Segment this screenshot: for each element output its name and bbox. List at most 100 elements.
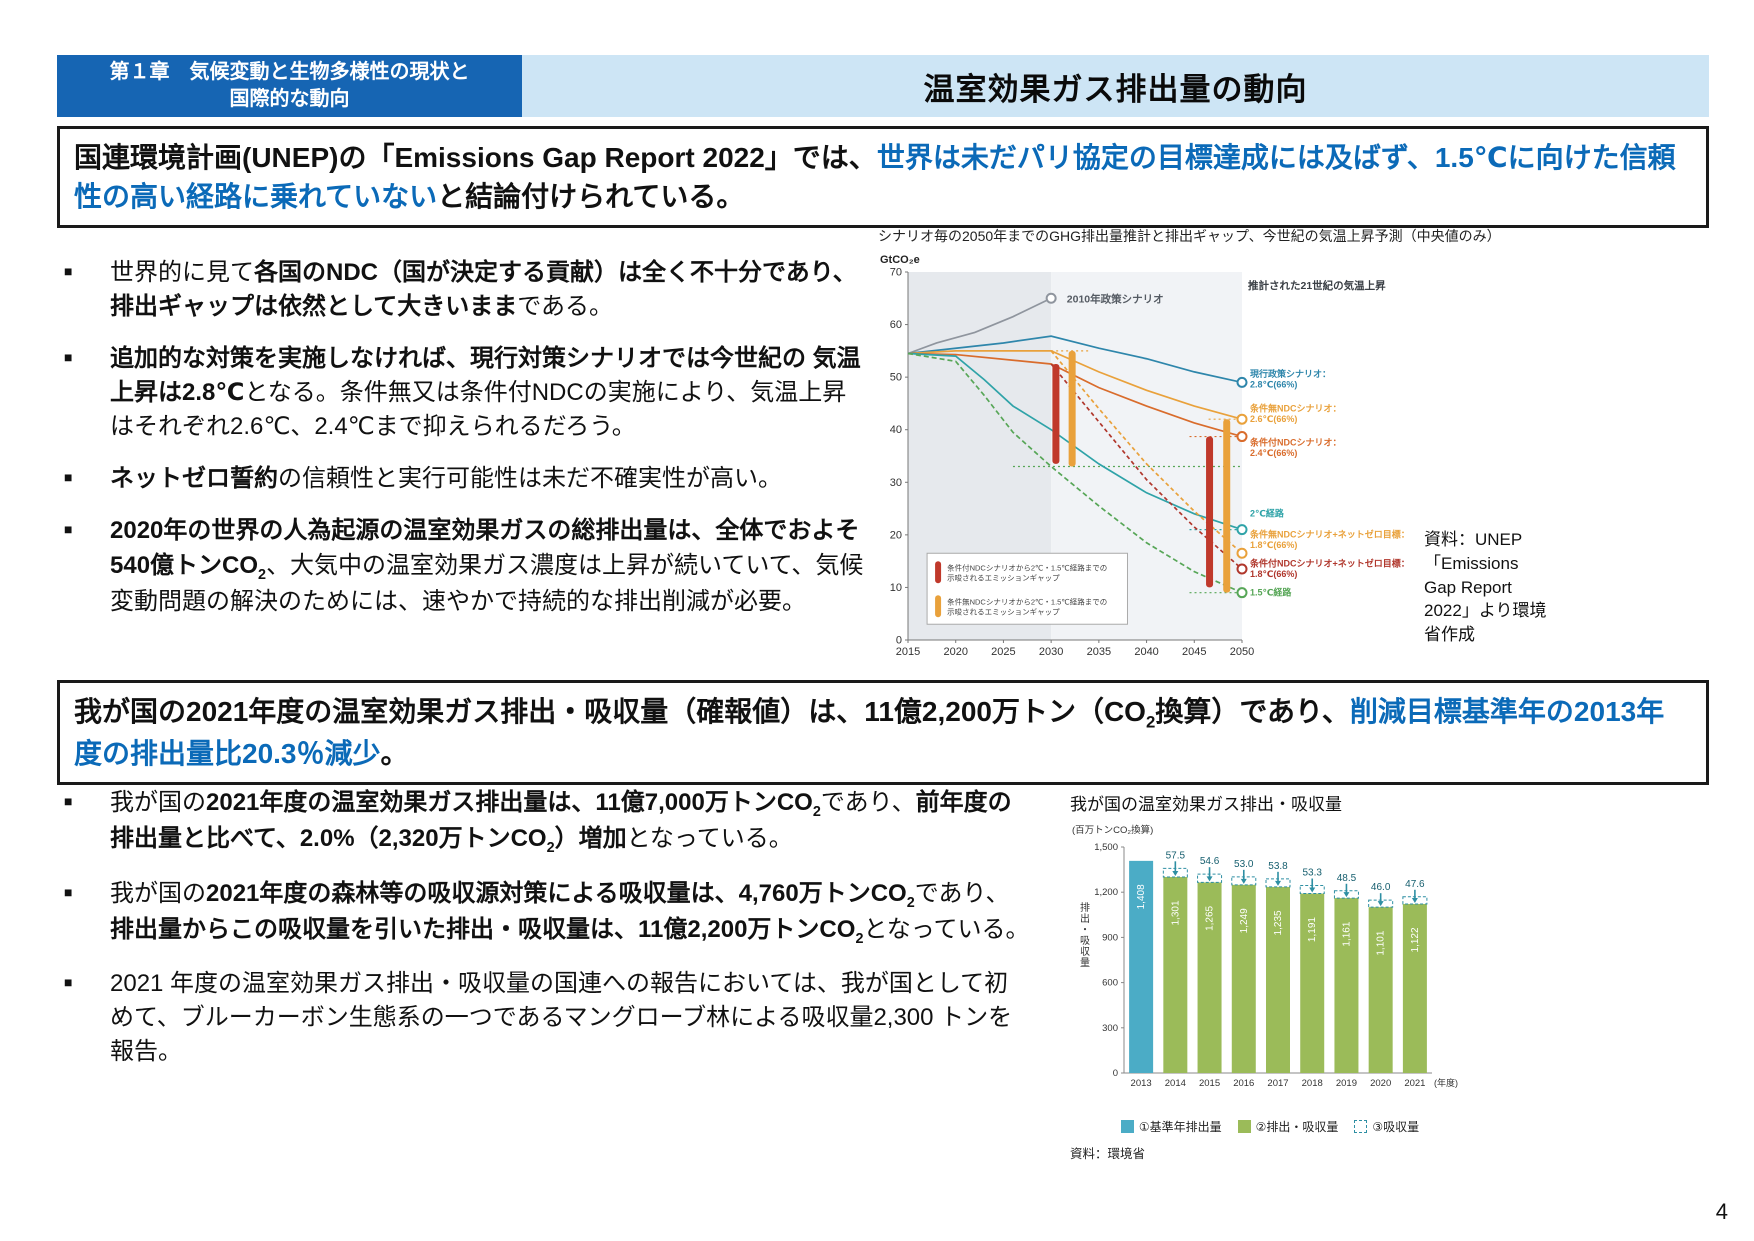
svg-text:条件無NDCシナリオ：2.6℃(66%): 条件無NDCシナリオ： 2.6℃(66%) bbox=[1249, 402, 1342, 424]
page-title-bar: 温室効果ガス排出量の動向 bbox=[522, 55, 1709, 117]
text-segment: である。 bbox=[517, 293, 614, 321]
legend-swatch bbox=[1237, 1120, 1251, 1133]
svg-text:2040: 2040 bbox=[1134, 646, 1158, 658]
svg-text:1,500: 1,500 bbox=[1094, 842, 1118, 853]
text-segment: 世界は未だパリ協定の目標達成には及ばず、1.5℃に向けた信頼性の高い経路に乗れて… bbox=[74, 142, 1676, 213]
summary-unep: 国連環境計画(UNEP)の「Emissions Gap Report 2022」… bbox=[57, 126, 1709, 229]
svg-text:2℃経路: 2℃経路 bbox=[1250, 507, 1285, 518]
svg-text:2010年政策シナリオ: 2010年政策シナリオ bbox=[1067, 292, 1164, 305]
svg-text:1,408: 1,408 bbox=[1136, 884, 1147, 909]
text-segment: 前年度の排出量と比べて、2.0%（2,320万トンCO bbox=[110, 789, 1012, 853]
svg-text:50: 50 bbox=[890, 372, 902, 384]
text-segment: 追加的な対策を実施しなければ、現行対策シナリオでは今世紀の 気温上昇は2.8℃ bbox=[110, 345, 861, 407]
svg-text:現行政策シナリオ：2.8℃(66%): 現行政策シナリオ： 2.8℃(66%) bbox=[1250, 368, 1331, 390]
svg-text:1,122: 1,122 bbox=[1410, 927, 1421, 952]
text-segment: となる。条件無又は条件付NDCの実施により、気温上昇はそれぞれ2.6℃、2.4℃… bbox=[110, 379, 847, 441]
legend-label: ①基準年排出量 bbox=[1138, 1120, 1222, 1134]
japan-ghg-chart: (百万トンCO₂換算) 排出・吸収量 0 300 600 900 1,200 1,500 1,4… bbox=[1070, 819, 1470, 1116]
bullet-marker-icon: ■ bbox=[64, 263, 73, 279]
text-segment: 2 bbox=[1145, 712, 1156, 732]
legend-item: ②排出・吸収量 bbox=[1237, 1118, 1338, 1135]
svg-text:47.6: 47.6 bbox=[1405, 879, 1425, 890]
svg-text:54.6: 54.6 bbox=[1200, 856, 1220, 867]
svg-text:2050: 2050 bbox=[1230, 646, 1254, 658]
text-segment: 2021年度の温室効果ガス排出量は、11億7,000万トンCO bbox=[206, 789, 813, 816]
svg-text:推計された21世紀の気温上昇: 推計された21世紀の気温上昇 bbox=[1248, 279, 1386, 292]
chapter-line2: 国際的な動向 bbox=[229, 88, 350, 110]
svg-text:2015: 2015 bbox=[1199, 1078, 1220, 1089]
bullet-item: ■ 我が国の2021年度の温室効果ガス排出量は、11億7,000万トンCO2であり… bbox=[64, 786, 1032, 859]
svg-text:0: 0 bbox=[896, 635, 902, 647]
text-segment: 世界的に見て bbox=[110, 259, 254, 286]
svg-text:2045: 2045 bbox=[1182, 646, 1206, 658]
bullet-marker-icon: ■ bbox=[64, 349, 73, 366]
svg-text:2016: 2016 bbox=[1233, 1078, 1254, 1089]
svg-text:900: 900 bbox=[1102, 932, 1118, 943]
svg-text:1,200: 1,200 bbox=[1094, 887, 1118, 898]
svg-text:57.5: 57.5 bbox=[1166, 850, 1186, 861]
svg-text:60: 60 bbox=[890, 319, 902, 331]
text-segment: と結論付けられている。 bbox=[437, 181, 745, 213]
text-segment: となっている。 bbox=[863, 915, 1030, 943]
svg-text:70: 70 bbox=[890, 267, 902, 279]
text-segment: 我が国の bbox=[110, 879, 206, 907]
svg-text:2014: 2014 bbox=[1165, 1078, 1186, 1089]
text-segment: 2021年度の森林等の吸収源対策による吸収量は、4,760万トンCO bbox=[206, 879, 907, 907]
svg-text:1,191: 1,191 bbox=[1307, 917, 1318, 942]
svg-text:2017: 2017 bbox=[1267, 1078, 1288, 1089]
svg-text:GtCO₂e: GtCO₂e bbox=[880, 254, 920, 266]
svg-text:1,301: 1,301 bbox=[1170, 900, 1181, 925]
svg-text:2013: 2013 bbox=[1131, 1078, 1152, 1089]
text-segment: 我が国の2021年度の温室効果ガス排出・吸収量（確報値）は、11億2,200万ト… bbox=[74, 696, 1146, 727]
svg-text:48.5: 48.5 bbox=[1337, 873, 1357, 884]
text-segment: 、大気中の温室効果ガス濃度は上昇が続いていて、気候変動問題の解決のためには、速や… bbox=[110, 551, 864, 615]
header: 第１章 気候変動と生物多様性の現状と 国際的な動向 温室効果ガス排出量の動向 bbox=[57, 55, 1709, 117]
page-number: 4 bbox=[1715, 1199, 1728, 1224]
svg-text:1,249: 1,249 bbox=[1239, 908, 1250, 933]
japan-ghg-svg: (百万トンCO₂換算) 排出・吸収量 0 300 600 900 1,200 1,500 1,4… bbox=[1072, 824, 1458, 1089]
page-title: 温室効果ガス排出量の動向 bbox=[923, 71, 1308, 107]
text-segment: であり、 bbox=[820, 789, 916, 816]
svg-text:1.5℃経路: 1.5℃経路 bbox=[1250, 586, 1292, 597]
svg-text:1,235: 1,235 bbox=[1273, 910, 1284, 935]
bullet-marker-icon: ■ bbox=[64, 883, 73, 900]
bullet-text: 2021 年度の温室効果ガス排出・吸収量の国連への報告においては、我が国として初… bbox=[110, 967, 1032, 1069]
svg-text:1,101: 1,101 bbox=[1376, 930, 1387, 955]
bullet-item: ■ 2021 年度の温室効果ガス排出・吸収量の国連への報告においては、我が国として… bbox=[64, 967, 1032, 1069]
text-segment: 2 bbox=[855, 930, 864, 947]
svg-text:条件付NDCシナリオから2℃・1.5℃経路までの示唆されるエ: 条件付NDCシナリオから2℃・1.5℃経路までの示唆されるエミッションギャップ bbox=[947, 562, 1107, 582]
svg-text:条件付NDCシナリオ+ネットゼロ目標：1.8℃(66%): 条件付NDCシナリオ+ネットゼロ目標： 1.8℃(66%) bbox=[1249, 557, 1410, 579]
bullet-item: ■ 2020年の世界の人為起源の温室効果ガスの総排出量は、全体でおよそ540億トン… bbox=[64, 514, 864, 618]
bullet-item: ■ 追加的な対策を実施しなければ、現行対策シナリオでは今世紀の 気温上昇は2.8℃… bbox=[64, 342, 864, 444]
svg-text:条件無NDCシナリオ+ネットゼロ目標：1.8℃(66%): 条件無NDCシナリオ+ネットゼロ目標： 1.8℃(66%) bbox=[1249, 528, 1410, 550]
bullet-item: ■ 世界的に見て各国のNDC（国が決定する貢献）は全く不十分であり、排出ギャップは… bbox=[64, 256, 864, 324]
text-segment: 各国のNDC（国が決定する貢献）は全く不十分であり、排出ギャップは依然として大き… bbox=[110, 259, 857, 321]
svg-text:53.3: 53.3 bbox=[1302, 868, 1322, 879]
legend-swatch bbox=[1354, 1120, 1368, 1133]
bullet-marker-icon: ■ bbox=[64, 974, 73, 990]
japan-ghg-chart-block: 我が国の温室効果ガス排出・吸収量 (百万トンCO₂換算) 排出・吸収量 0 300 60… bbox=[1070, 790, 1470, 1162]
bullet-list-global: ■ 世界的に見て各国のNDC（国が決定する貢献）は全く不十分であり、排出ギャップは… bbox=[64, 256, 864, 637]
svg-text:2035: 2035 bbox=[1087, 646, 1111, 658]
bullet-text: 我が国の2021年度の森林等の吸収源対策による吸収量は、4,760万トンCO2で… bbox=[110, 877, 1032, 950]
text-segment: 2 bbox=[546, 840, 555, 857]
legend-swatch bbox=[1120, 1120, 1134, 1133]
svg-text:条件無NDCシナリオから2℃・1.5℃経路までの示唆されるエ: 条件無NDCシナリオから2℃・1.5℃経路までの示唆されるエミッションギャップ bbox=[947, 596, 1107, 616]
chart2-source: 資料：環境省 bbox=[1070, 1147, 1146, 1161]
chapter-line1: 第１章 気候変動と生物多様性の現状と bbox=[109, 61, 470, 83]
legend-item: ③吸収量 bbox=[1354, 1118, 1419, 1135]
bullet-text: 2020年の世界の人為起源の温室効果ガスの総排出量は、全体でおよそ540億トンC… bbox=[110, 514, 864, 618]
svg-text:2019: 2019 bbox=[1336, 1078, 1357, 1089]
bullet-marker-icon: ■ bbox=[64, 521, 73, 538]
bullet-item: ■ ネットゼロ誓約の信頼性と実行可能性は未だ不確実性が高い。 bbox=[64, 462, 864, 496]
text-segment: ネットゼロ誓約 bbox=[110, 465, 278, 493]
svg-text:2018: 2018 bbox=[1302, 1078, 1323, 1089]
bullet-text: 我が国の2021年度の温室効果ガス排出量は、11億7,000万トンCO2であり、… bbox=[110, 786, 1032, 859]
text-segment: 2 bbox=[258, 566, 267, 583]
text-segment: 国連環境計画(UNEP)の「Emissions Gap Report 2022」… bbox=[74, 142, 877, 173]
svg-text:0: 0 bbox=[1113, 1068, 1118, 1079]
bullet-text: 世界的に見て各国のNDC（国が決定する貢献）は全く不十分であり、排出ギャップは依… bbox=[110, 256, 864, 324]
legend-item: ①基準年排出量 bbox=[1120, 1118, 1222, 1135]
